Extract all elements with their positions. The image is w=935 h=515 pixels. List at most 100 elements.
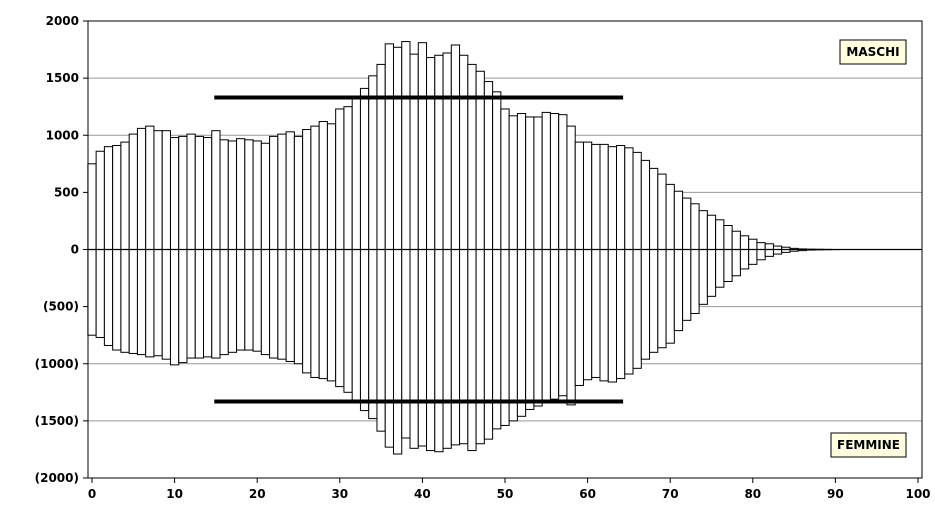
bar-maschi-31: [343, 106, 353, 250]
bar-femmine-1: [95, 249, 105, 338]
y-tick-label-0: 2000: [46, 14, 79, 28]
bar-maschi-58: [566, 125, 576, 250]
bar-maschi-9: [161, 130, 171, 250]
bar-maschi-82: [764, 243, 774, 250]
bar-femmine-43: [442, 249, 452, 449]
bar-maschi-13: [194, 135, 205, 250]
bar-femmine-35: [376, 249, 386, 432]
x-tick-label-2: 20: [249, 487, 266, 501]
x-tick-label-0: 0: [88, 487, 96, 501]
bar-femmine-44: [450, 249, 461, 446]
bar-maschi-28: [318, 121, 328, 250]
bar-maschi-78: [731, 230, 741, 251]
bar-femmine-13: [194, 249, 205, 359]
legend-maschi-box: [839, 39, 907, 65]
bar-maschi-49: [492, 91, 502, 250]
bar-maschi-12: [186, 133, 196, 250]
bar-maschi-14: [203, 137, 213, 250]
bar-femmine-71: [673, 249, 684, 332]
bar-maschi-24: [285, 131, 295, 251]
bar-femmine-52: [516, 249, 527, 417]
bar-maschi-65: [624, 147, 634, 251]
bar-femmine-19: [244, 249, 254, 351]
bar-femmine-37: [392, 249, 403, 455]
bar-maschi-37: [392, 46, 403, 250]
bar-maschi-77: [723, 225, 733, 250]
bar-femmine-20: [252, 249, 262, 352]
bar-maschi-66: [632, 151, 642, 250]
bar-femmine-17: [227, 249, 238, 353]
legend-femmine-label: FEMMINE: [837, 438, 900, 452]
bar-femmine-64: [616, 249, 626, 380]
bar-maschi-74: [698, 210, 708, 251]
y-tick-label-2: 1000: [46, 128, 79, 142]
bar-femmine-54: [533, 249, 543, 407]
bar-femmine-50: [500, 249, 510, 426]
bar-maschi-16: [219, 139, 229, 251]
bar-maschi-32: [351, 97, 361, 250]
y-tick-label-4: 0: [71, 243, 79, 257]
bar-femmine-61: [591, 249, 601, 378]
bar-femmine-70: [665, 249, 675, 344]
bar-maschi-51: [508, 115, 518, 250]
bar-femmine-82: [764, 249, 774, 257]
bar-femmine-4: [120, 249, 130, 353]
bar-femmine-67: [640, 249, 651, 360]
bar-maschi-57: [558, 114, 568, 250]
y-tick-label-1: 1500: [46, 71, 79, 85]
bar-femmine-24: [285, 249, 295, 362]
bar-femmine-18: [236, 249, 246, 351]
bar-femmine-38: [401, 249, 411, 439]
bar-maschi-52: [516, 113, 527, 251]
bar-femmine-65: [624, 249, 634, 375]
bar-femmine-79: [739, 249, 750, 270]
legend-layer: MASCHI FEMMINE: [830, 39, 907, 458]
y-tick-label-7: (1500): [35, 414, 79, 428]
x-tick-label-6: 60: [579, 487, 596, 501]
bar-maschi-20: [252, 140, 262, 251]
bar-maschi-18: [236, 138, 246, 250]
bar-maschi-25: [293, 135, 304, 250]
bar-maschi-80: [748, 238, 758, 251]
bar-maschi-23: [277, 133, 287, 250]
ticks-layer: 2000 1500 1000 500 0 (500) (1000) (1500) (2000) 0…: [35, 14, 931, 501]
bar-femmine-80: [748, 249, 758, 265]
bar-maschi-15: [211, 130, 221, 250]
bar-femmine-15: [211, 249, 221, 359]
bar-femmine-51: [508, 249, 518, 422]
legend-femmine: FEMMINE: [830, 432, 907, 458]
bar-maschi-10: [169, 137, 180, 250]
x-tick-label-5: 50: [497, 487, 514, 501]
bar-maschi-38: [401, 41, 411, 251]
bar-maschi-73: [690, 203, 700, 251]
bar-maschi-0: [87, 163, 97, 250]
bar-femmine-23: [277, 249, 287, 360]
bar-femmine-34: [368, 249, 378, 420]
bar-femmine-16: [219, 249, 229, 356]
bar-femmine-30: [335, 249, 345, 388]
bar-femmine-56: [549, 249, 560, 400]
bar-femmine-60: [582, 249, 593, 381]
bar-femmine-77: [723, 249, 733, 282]
bar-femmine-6: [136, 249, 147, 356]
bar-femmine-53: [525, 249, 535, 410]
bar-maschi-67: [640, 159, 651, 250]
y-tick-label-6: (1000): [35, 357, 79, 371]
bar-maschi-50: [500, 108, 510, 250]
legend-maschi: MASCHI: [839, 39, 907, 65]
bar-maschi-53: [525, 116, 535, 250]
bar-maschi-54: [533, 116, 543, 250]
bar-maschi-30: [335, 108, 345, 250]
bar-femmine-66: [632, 249, 642, 369]
bar-maschi-7: [145, 125, 155, 250]
bar-maschi-45: [459, 54, 469, 250]
bar-maschi-3: [112, 145, 122, 250]
bar-maschi-29: [326, 123, 337, 250]
bar-femmine-25: [293, 249, 304, 365]
bar-maschi-17: [227, 140, 238, 251]
bar-maschi-6: [136, 127, 147, 250]
bar-maschi-48: [483, 81, 494, 250]
bar-femmine-46: [467, 249, 477, 452]
bar-maschi-35: [376, 63, 386, 250]
bar-femmine-28: [318, 249, 328, 380]
